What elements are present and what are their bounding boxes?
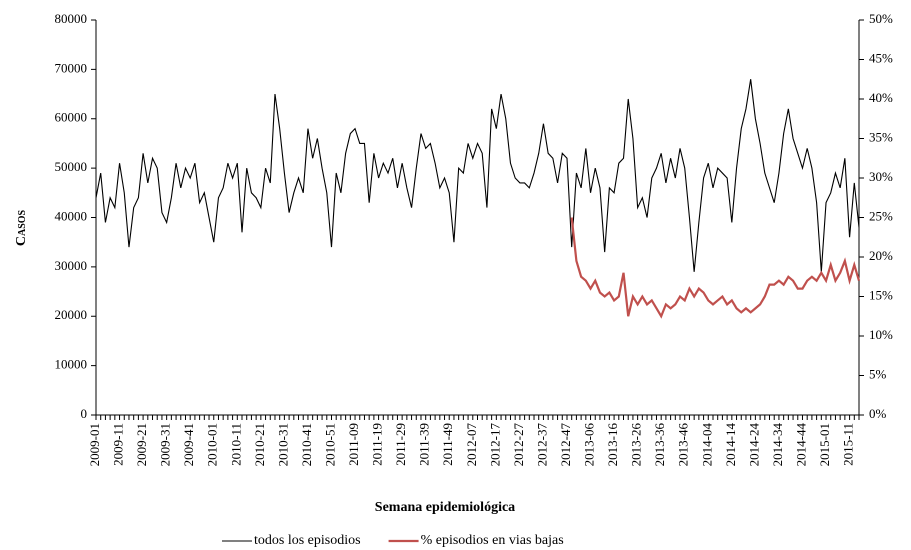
x-tick-label: 2012-37	[534, 423, 549, 467]
x-tick-label: 2012-17	[487, 423, 502, 467]
x-tick-label: 2011-29	[393, 423, 408, 466]
x-tick-label: 2012-27	[511, 423, 526, 467]
x-tick-label: 2010-31	[275, 423, 290, 466]
x-tick-label: 2010-21	[252, 423, 267, 466]
x-tick-label: 2009-41	[181, 423, 196, 466]
y2-tick-label: 35%	[869, 129, 893, 144]
x-tick-label: 2014-34	[770, 423, 785, 467]
y-tick-label: 70000	[55, 60, 88, 75]
legend-label: % episodios en vias bajas	[421, 533, 564, 548]
x-tick-label: 2009-01	[87, 423, 102, 466]
x-tick-label: 2014-44	[793, 423, 808, 467]
y2-tick-label: 25%	[869, 208, 893, 223]
y-tick-label: 0	[81, 406, 88, 421]
x-tick-label: 2012-47	[558, 423, 573, 467]
x-tick-label: 2009-21	[134, 423, 149, 466]
y2-tick-label: 0%	[869, 406, 887, 421]
y-tick-label: 30000	[55, 258, 88, 273]
x-tick-label: 2010-11	[228, 423, 243, 466]
x-tick-label: 2012-07	[464, 423, 479, 467]
x-tick-label: 2010-51	[322, 423, 337, 466]
y2-tick-label: 10%	[869, 327, 893, 342]
x-tick-label: 2014-14	[723, 423, 738, 467]
y-tick-label: 40000	[55, 208, 88, 223]
x-tick-label: 2011-09	[346, 423, 361, 466]
legend-label: todos los episodios	[254, 533, 361, 548]
y2-tick-label: 50%	[869, 11, 893, 26]
y2-tick-label: 5%	[869, 366, 887, 381]
x-tick-label: 2014-24	[746, 423, 761, 467]
y-axis-title: Casos	[14, 209, 29, 246]
y-tick-label: 60000	[55, 110, 88, 125]
x-tick-label: 2010-41	[299, 423, 314, 466]
x-tick-label: 2011-49	[440, 423, 455, 466]
y2-tick-label: 15%	[869, 287, 893, 302]
y2-tick-label: 20%	[869, 248, 893, 263]
x-tick-label: 2014-04	[699, 423, 714, 467]
x-tick-label: 2013-16	[605, 423, 620, 467]
x-axis-title: Semana epidemiológica	[375, 500, 515, 515]
y2-tick-label: 45%	[869, 50, 893, 65]
x-tick-label: 2013-26	[629, 423, 644, 467]
x-tick-label: 2013-36	[652, 423, 667, 467]
x-tick-label: 2015-01	[817, 423, 832, 466]
x-tick-label: 2009-31	[158, 423, 173, 466]
y-tick-label: 10000	[55, 357, 88, 372]
y-tick-label: 20000	[55, 307, 88, 322]
y-tick-label: 80000	[55, 11, 88, 26]
data-line	[95, 79, 860, 272]
y2-tick-label: 40%	[869, 90, 893, 105]
x-tick-label: 2013-06	[582, 423, 597, 467]
x-tick-label: 2011-19	[370, 423, 385, 466]
y2-tick-label: 30%	[869, 169, 893, 184]
x-tick-label: 2009-11	[111, 423, 126, 466]
x-tick-label: 2011-39	[417, 423, 432, 466]
data-line	[570, 217, 861, 319]
y-tick-label: 50000	[55, 159, 88, 174]
x-tick-label: 2013-46	[676, 423, 691, 467]
x-tick-label: 2010-01	[205, 423, 220, 466]
x-tick-label: 2015-11	[841, 423, 856, 466]
